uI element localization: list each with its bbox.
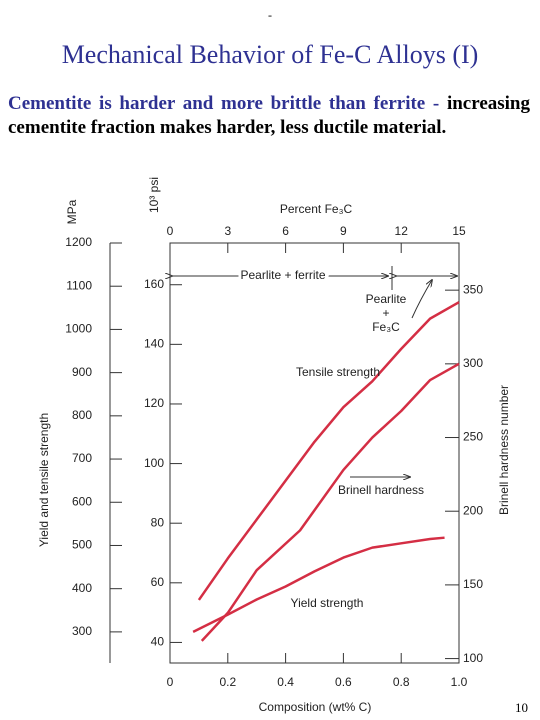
x-tick-label: 0: [167, 675, 174, 689]
x-tick-label: 1.0: [451, 675, 468, 689]
y-unit: MPa: [65, 199, 79, 224]
series-line: [200, 362, 460, 642]
dash: -: [268, 8, 272, 22]
psi-tick-label: 40: [151, 635, 165, 649]
y2-axis-label: Brinell hardness number: [497, 385, 511, 515]
y2-tick-label: 200: [463, 503, 483, 517]
series-line: [197, 301, 460, 601]
y-tick-label: 300: [72, 624, 92, 638]
top-tick-label: 9: [340, 224, 347, 238]
y-tick-label: 900: [72, 365, 92, 379]
psi-tick-label: 140: [144, 337, 164, 351]
psi-tick-label: 120: [144, 396, 164, 410]
y-axis-label: Yield and tensile strength: [37, 413, 51, 547]
slide-title: Mechanical Behavior of Fe-C Alloys (I): [61, 40, 479, 69]
psi-tick-label: 60: [151, 575, 165, 589]
top-axis-label: Percent Fe₃C: [280, 202, 353, 216]
top-tick-label: 3: [224, 224, 231, 238]
x-tick-label: 0.6: [335, 675, 352, 689]
y-tick-label: 1100: [66, 278, 92, 292]
body-text: Cementite is harder and more brittle tha…: [8, 92, 530, 140]
y-tick-label: 800: [72, 408, 92, 422]
x-axis-label: Composition (wt% C): [259, 700, 372, 714]
psi-tick-label: 100: [144, 456, 164, 470]
series-label: Brinell hardness: [338, 483, 424, 497]
top-tick-label: 6: [282, 224, 289, 238]
y-tick-label: 400: [72, 581, 92, 595]
y2-tick-label: 150: [463, 577, 483, 591]
y-tick-label: 1000: [65, 322, 92, 336]
x-tick-label: 0.2: [219, 675, 236, 689]
annotation: Fe₃C: [372, 320, 400, 334]
y-tick-label: 500: [72, 538, 92, 552]
x-tick-label: 0.8: [393, 675, 410, 689]
y2-tick-label: 300: [463, 356, 483, 370]
top-tick-label: 0: [167, 224, 174, 238]
page-number: 10: [515, 700, 528, 715]
text: increasing cementite fraction makes hard…: [8, 93, 530, 138]
plot-frame: [169, 242, 460, 664]
annotation: +: [382, 306, 389, 320]
series-label: Yield strength: [291, 596, 364, 610]
psi-tick-label: 160: [144, 277, 164, 291]
annotation: Pearlite: [366, 292, 407, 306]
x-tick-label: 0.4: [277, 675, 294, 689]
top-tick-label: 12: [395, 224, 409, 238]
y-tick-label: 1200: [65, 235, 92, 249]
y2-tick-label: 250: [463, 430, 483, 444]
y-tick-label: 700: [72, 451, 92, 465]
series-line: [192, 536, 445, 634]
series-label: Tensile strength: [296, 365, 380, 379]
lead-text: Cementite is harder and more brittle tha…: [8, 93, 440, 114]
top-tick-label: 15: [452, 224, 466, 238]
y2-tick-label: 350: [463, 282, 483, 296]
y2-tick-label: 100: [463, 651, 483, 665]
annotation: Pearlite + ferrite: [240, 268, 325, 282]
y-tick-label: 600: [72, 494, 92, 508]
psi-axis-label: 10³ psi: [147, 177, 161, 213]
pointer: [411, 280, 432, 319]
psi-tick-label: 80: [151, 515, 165, 529]
